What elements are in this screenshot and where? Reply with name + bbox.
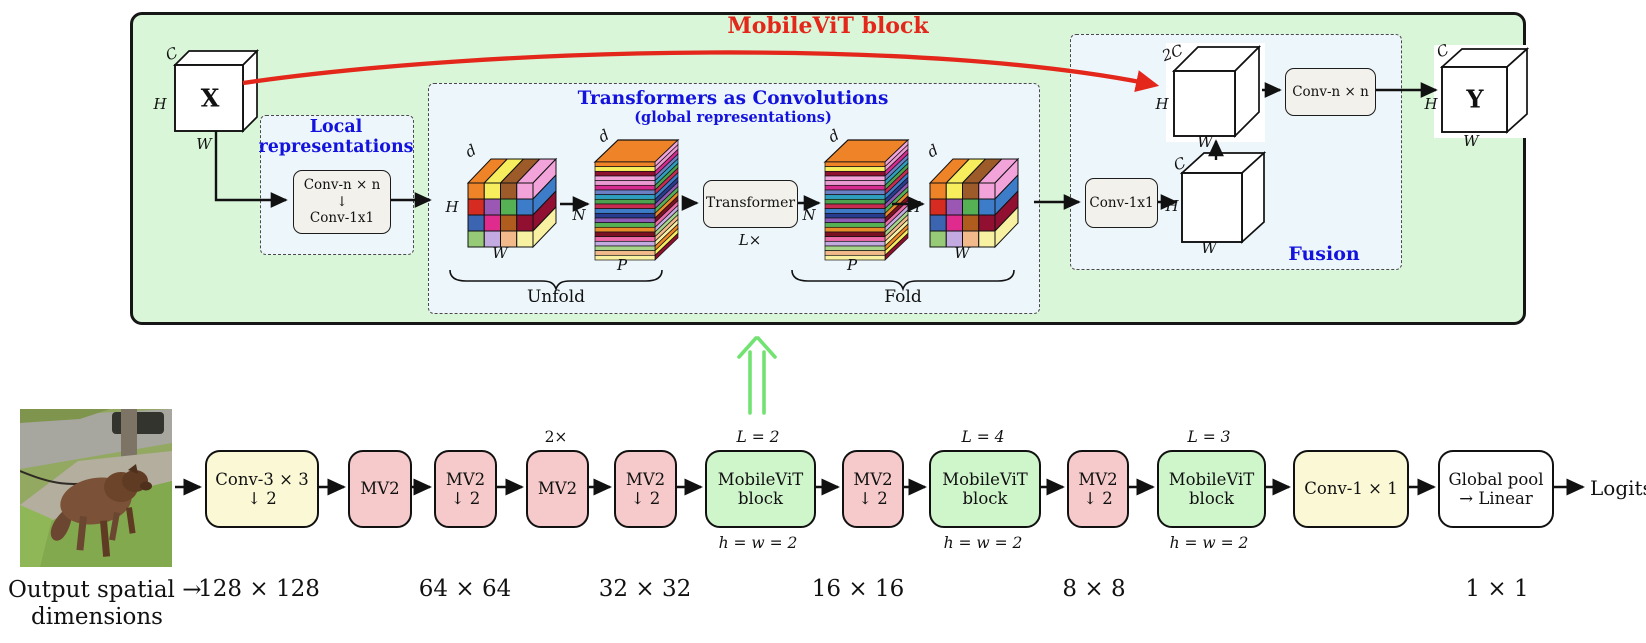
stage-mobilevit-3: MobileViT block: [1157, 450, 1266, 528]
stage-label: Global pool: [1448, 469, 1544, 489]
global-subtitle: (global representations): [634, 109, 832, 126]
n-label-stack2: N: [802, 206, 816, 224]
local-conv-1x1-label: Conv-1x1: [309, 210, 375, 227]
logits-label: Logits: [1590, 476, 1646, 500]
dim-64: 64 × 64: [418, 576, 512, 602]
unfold-label: Unfold: [526, 287, 586, 307]
transformer-box: Transformer: [703, 180, 798, 228]
stage-mv2-repeat: MV2: [526, 450, 589, 528]
h-label-fusion: H: [1165, 197, 1179, 215]
w-label-cube1: W: [492, 244, 508, 262]
h-label-concat: H: [1155, 95, 1169, 113]
stage-label: MV2: [360, 479, 400, 499]
input-tensor-label: X: [200, 83, 220, 113]
stage-label: MobileViT: [942, 469, 1028, 489]
dim-16: 16 × 16: [811, 576, 905, 602]
transformer-label: Transformer: [705, 195, 796, 212]
dim-8: 8 × 8: [1062, 576, 1126, 602]
stage-label: ↓ 2: [630, 489, 661, 508]
w-label-cube2: W: [954, 244, 970, 262]
stage-label: → Linear: [1459, 489, 1533, 508]
w-label-concat: W: [1197, 133, 1213, 151]
fusion-convnxn-label: Conv-n × n: [1292, 83, 1369, 100]
stage-label: MV2: [445, 469, 486, 489]
local-conv-box: Conv-n × n ↓ Conv-1x1: [293, 170, 391, 234]
w-label-y: W: [1463, 132, 1479, 150]
p-label-stack1: P: [616, 256, 628, 274]
global-title: Transformers as Convolutions: [577, 88, 889, 109]
stage-label: ↓ 2: [247, 489, 277, 508]
l2-label: L = 2: [736, 428, 780, 446]
width-label: W: [196, 135, 212, 153]
hw-label-2: h = w = 2: [943, 534, 1023, 552]
output-spatial-caption-2: dimensions: [31, 604, 163, 630]
stage-mv2-down-4: MV2 ↓ 2: [1067, 450, 1129, 528]
transformer-repeat-label: L×: [738, 231, 762, 249]
stage-mobilevit-1: MobileViT block: [705, 450, 816, 528]
p-label-stack2: P: [846, 256, 858, 274]
dim-128: 128 × 128: [198, 576, 320, 602]
l4-label: L = 4: [961, 428, 1005, 446]
stage-label: block: [737, 489, 783, 508]
l3-label: L = 3: [1187, 428, 1231, 446]
stage-label: ↓ 2: [858, 489, 888, 508]
h-label-y: H: [1424, 95, 1438, 113]
down-arrow-glyph: ↓: [336, 193, 348, 210]
hw-label-3: h = w = 2: [1169, 534, 1249, 552]
stage-label: MV2: [625, 469, 666, 489]
stage-label: ↓ 2: [450, 489, 481, 508]
stage-conv3x3: Conv-3 × 3 ↓ 2: [205, 450, 319, 528]
repeat-2x-label: 2×: [544, 428, 568, 446]
stage-mv2-1: MV2: [348, 450, 412, 528]
fusion-convnxn-box: Conv-n × n: [1285, 68, 1376, 116]
stage-label: block: [962, 489, 1008, 508]
fusion-title: Fusion: [1288, 243, 1360, 265]
stage-mv2-down-1: MV2 ↓ 2: [434, 450, 497, 528]
stage-label: MV2: [853, 469, 893, 489]
stage-label: MobileViT: [1168, 469, 1255, 489]
local-representations-title-2: representations: [258, 137, 414, 157]
stage-label: ↓ 2: [1083, 489, 1113, 508]
stage-mobilevit-2: MobileViT block: [929, 450, 1041, 528]
fusion-conv1x1-label: Conv-1x1: [1089, 194, 1154, 211]
output-spatial-caption-1: Output spatial →: [8, 577, 202, 603]
local-conv-nxn-label: Conv-n × n: [303, 176, 381, 193]
stage-mv2-down-3: MV2 ↓ 2: [842, 450, 904, 528]
stage-label: MV2: [1078, 469, 1118, 489]
stage-label: Conv-1 × 1: [1304, 479, 1398, 499]
stage-global-pool: Global pool → Linear: [1438, 450, 1554, 528]
w-label-fusion: W: [1201, 239, 1217, 257]
dim-32: 32 × 32: [598, 576, 692, 602]
figure-title: MobileViT block: [727, 13, 929, 39]
stage-conv1x1: Conv-1 × 1: [1293, 450, 1409, 528]
hw-label-1: h = w = 2: [718, 534, 798, 552]
h-label-cube2: H: [907, 198, 921, 216]
stage-mv2-down-2: MV2 ↓ 2: [614, 450, 677, 528]
fold-label: Fold: [884, 287, 922, 307]
input-image: [20, 409, 172, 567]
stage-label: MV2: [537, 479, 578, 499]
n-label-stack1: N: [572, 206, 586, 224]
h-label-cube1: H: [445, 198, 459, 216]
fusion-conv1x1-box: Conv-1x1: [1085, 178, 1158, 228]
stage-label: block: [1188, 489, 1234, 508]
local-representations-title-1: Local: [309, 117, 363, 137]
output-tensor-label: Y: [1466, 84, 1484, 114]
stage-label: MobileViT: [717, 469, 804, 489]
zoom-in-arrow: [737, 336, 777, 415]
stage-label: Conv-3 × 3: [215, 469, 309, 489]
height-label: H: [153, 95, 167, 113]
dim-1: 1 × 1: [1465, 576, 1529, 602]
